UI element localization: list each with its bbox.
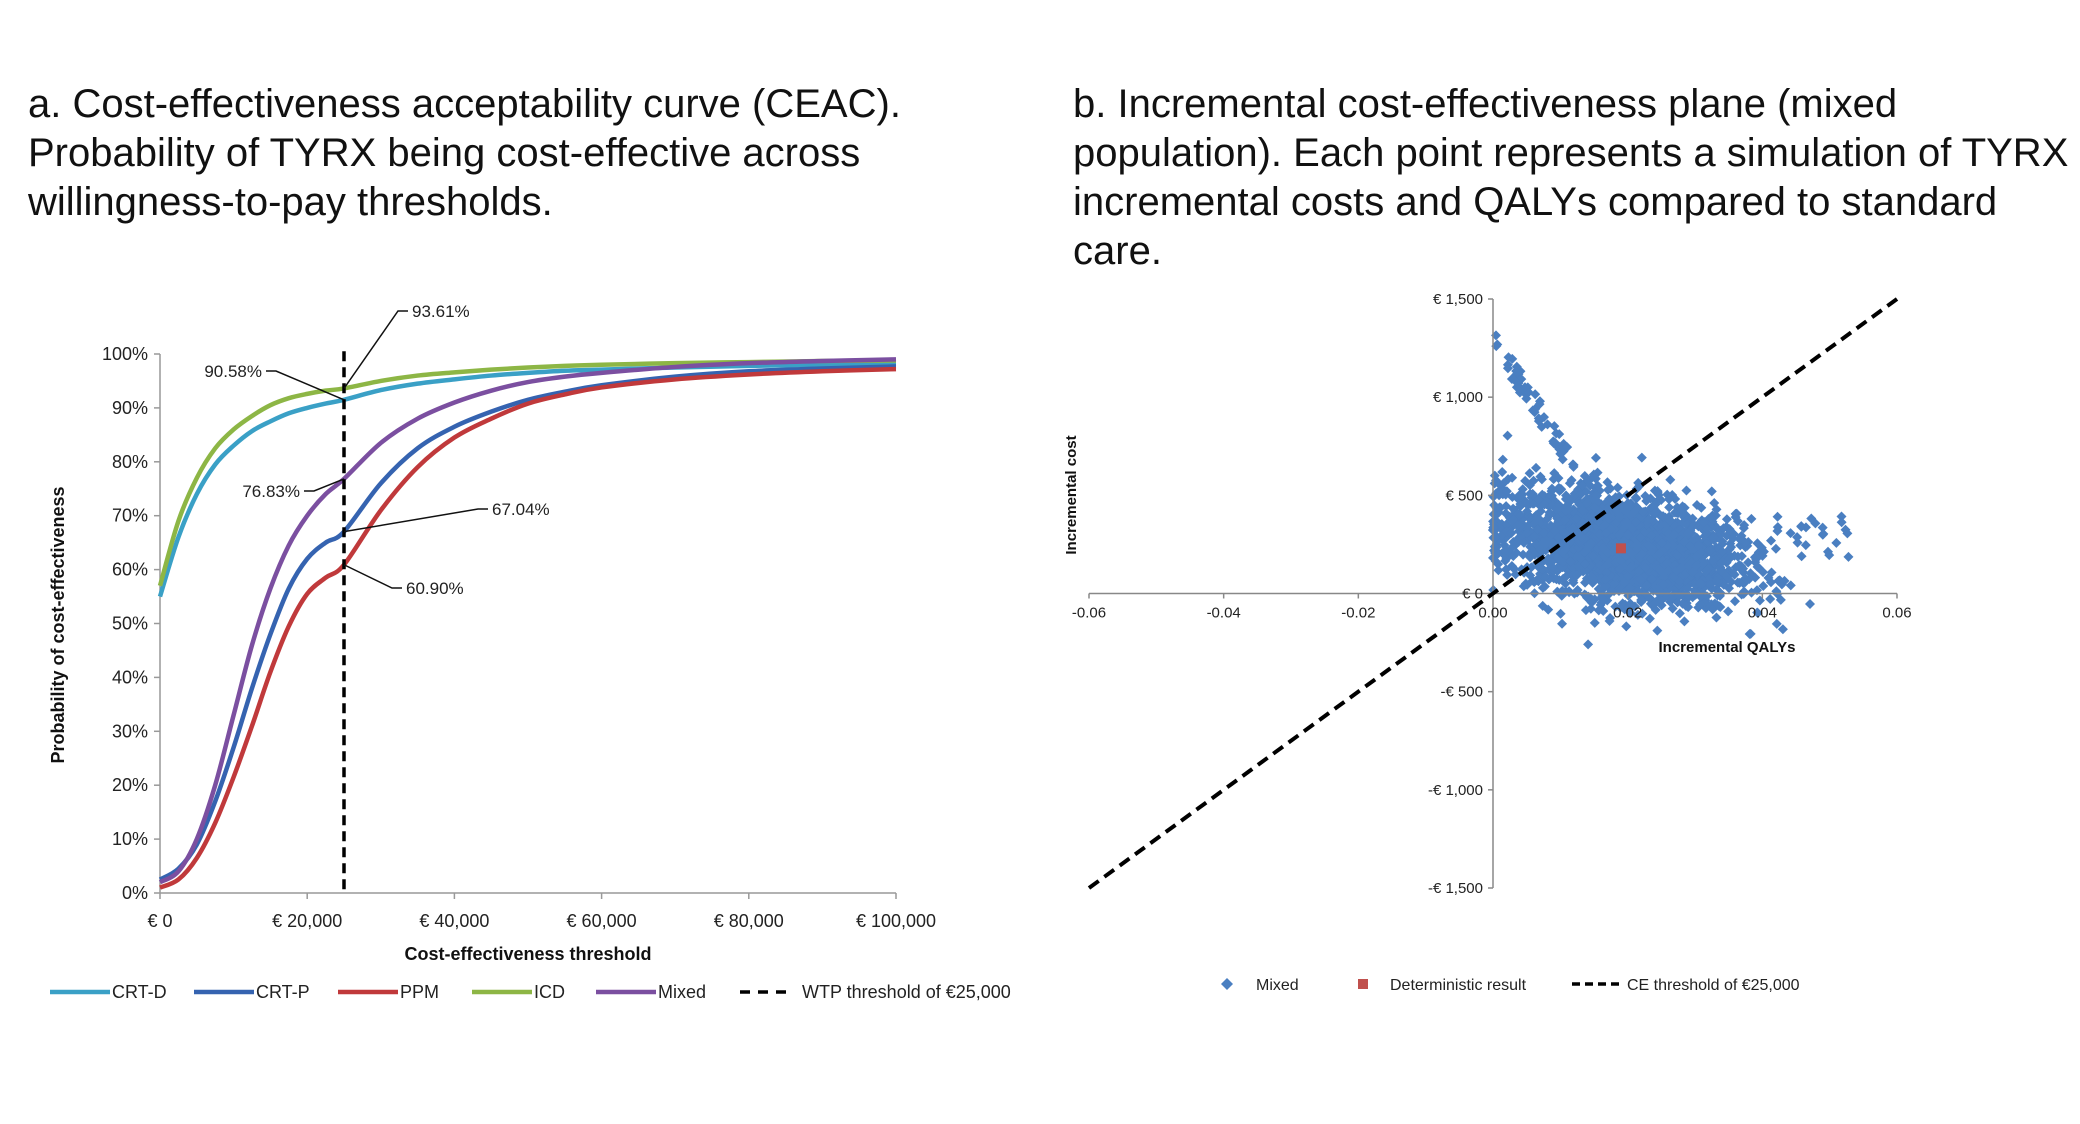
annotation-leader (343, 310, 408, 389)
ceac-legend: CRT-D CRT-P PPM ICD Mixed WTP threshold of €2… (50, 982, 1011, 1002)
ceac-y-tick-label: 60% (112, 560, 148, 580)
annotation-label: 90.58% (204, 362, 262, 381)
ceac-x-tick-label: € 100,000 (856, 911, 936, 931)
ceac-x-tick-label: € 60,000 (567, 911, 637, 931)
annotation-label: 60.90% (406, 579, 464, 598)
ceac-x-axis-label: Cost-effectiveness threshold (404, 944, 651, 964)
ceac-y-tick-label: 70% (112, 506, 148, 526)
ceac-series-crt-p (158, 364, 897, 882)
ceac-y-tick-label: 40% (112, 667, 148, 687)
annotation-leader (343, 564, 402, 589)
ceac-series-icd (157, 358, 897, 587)
legend-label: WTP threshold of €25,000 (802, 982, 1011, 1002)
legend-label: Mixed (658, 982, 706, 1002)
legend-label: PPM (400, 982, 439, 1002)
annotation-leader (343, 508, 488, 533)
annotation-label: 93.61% (412, 302, 470, 321)
legend-label: ICD (534, 982, 565, 1002)
ceac-y-tick-label: 10% (112, 829, 148, 849)
ceac-y-tick-label: 0% (122, 883, 148, 903)
ceac-y-tick-label: 90% (112, 398, 148, 418)
ceac-x-tick-label: € 40,000 (419, 911, 489, 931)
ceac-y-tick-label: 100% (102, 344, 148, 364)
ceac-x-tick-label: € 80,000 (714, 911, 784, 931)
ceac-y-tick-label: 50% (112, 614, 148, 634)
ceac-y-tick-label: 30% (112, 721, 148, 741)
ceac-y-tick-label: 80% (112, 452, 148, 472)
ceac-series-mixed (158, 357, 897, 885)
ceac-y-tick-label: 20% (112, 775, 148, 795)
caption-a: a. Cost-effectiveness acceptability curv… (28, 82, 901, 224)
annotation-label: 67.04% (492, 500, 550, 519)
legend-label: CRT-P (256, 982, 310, 1002)
legend-label: CRT-D (112, 982, 167, 1002)
annotation-leader (304, 478, 345, 492)
ceac-x-tick-label: € 20,000 (272, 911, 342, 931)
ceac-series-ppm (159, 366, 897, 890)
ceac-x-tick-label: € 0 (147, 911, 172, 931)
ceac-y-axis-label: Probability of cost-effectiveness (48, 486, 68, 763)
caption-b: b. Incremental cost-effectiveness plane … (1073, 82, 2069, 273)
annotation-label: 76.83% (242, 482, 300, 501)
annotation-leader (266, 370, 345, 401)
